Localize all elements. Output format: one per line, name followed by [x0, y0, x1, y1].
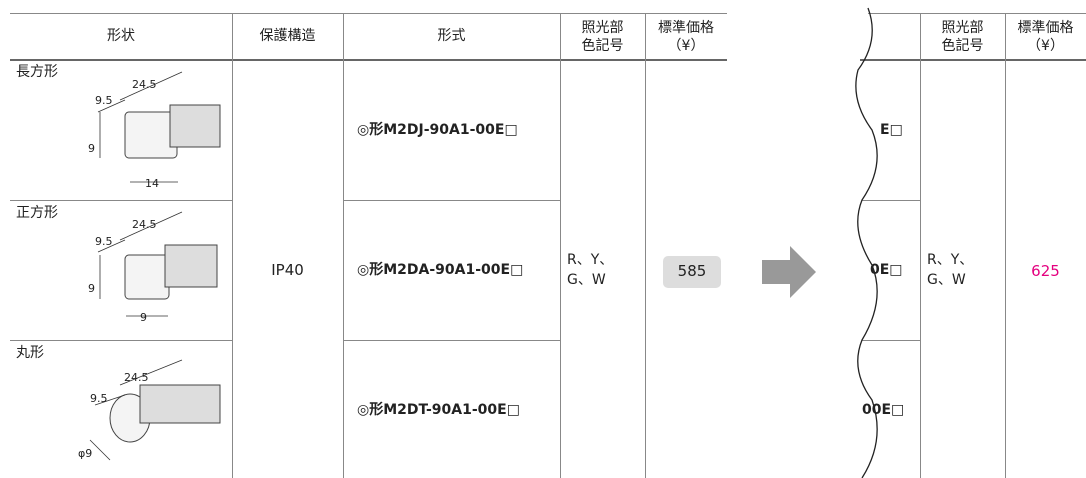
model: ◎形M2DA-90A1-00E□: [357, 262, 524, 278]
header-protection: 保護構造: [259, 28, 316, 44]
header-price: 標準価格: [658, 20, 714, 36]
color-code: R、Y、: [567, 252, 614, 268]
price: 625: [1031, 262, 1060, 280]
dimension: 9.5: [95, 235, 113, 248]
dimension: φ9: [78, 447, 93, 460]
header-price: （¥）: [667, 38, 705, 54]
model-fragment: 0E□: [870, 262, 903, 278]
dimension: 24.5: [132, 78, 157, 91]
shape-name: 正方形: [16, 205, 58, 221]
header-price: （¥）: [1027, 38, 1064, 54]
dimension: 24.5: [124, 371, 149, 384]
model-fragment: E□: [880, 122, 903, 138]
protection: IP40: [271, 261, 304, 279]
model: ◎形M2DJ-90A1-00E□: [357, 122, 518, 138]
dimension: 9: [140, 311, 147, 324]
dimension: 9.5: [95, 94, 113, 107]
dimension: 9: [88, 282, 95, 295]
color-code: G、W: [927, 272, 966, 288]
header-color: 色記号: [581, 38, 624, 54]
header-price: 標準価格: [1017, 20, 1074, 36]
dimension: 14: [145, 177, 159, 190]
model-fragment: 00E□: [862, 402, 905, 418]
model: ◎形M2DT-90A1-00E□: [357, 402, 520, 418]
dimension: 9: [88, 142, 95, 155]
header-color: 照光部: [581, 20, 624, 36]
dimension: 24.5: [132, 218, 157, 231]
header-model: 形式: [437, 28, 466, 44]
color-code: G、W: [567, 272, 606, 288]
header-shape: 形状: [107, 28, 135, 44]
header-color: 色記号: [941, 38, 984, 54]
price: 585: [677, 262, 707, 280]
shape-name: 丸形: [16, 345, 44, 361]
shape-name: 長方形: [16, 64, 58, 80]
header-color: 照光部: [941, 20, 984, 36]
dimension: 9.5: [90, 392, 108, 405]
color-code: R、Y、: [927, 252, 974, 268]
